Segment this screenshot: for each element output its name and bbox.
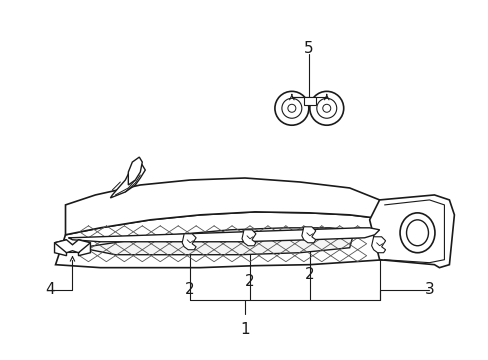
Polygon shape — [55, 240, 66, 256]
Polygon shape — [110, 160, 145, 198]
Text: 2: 2 — [185, 282, 195, 297]
Polygon shape — [65, 244, 80, 252]
Text: 3: 3 — [424, 282, 433, 297]
Text: 2: 2 — [305, 267, 314, 282]
Polygon shape — [56, 212, 404, 268]
Text: 2: 2 — [244, 274, 254, 289]
Polygon shape — [379, 200, 404, 255]
Text: 5: 5 — [304, 41, 313, 56]
Polygon shape — [78, 240, 90, 256]
Polygon shape — [65, 178, 399, 235]
Polygon shape — [55, 240, 90, 253]
Text: 1: 1 — [240, 322, 249, 337]
Polygon shape — [182, 234, 196, 250]
Polygon shape — [68, 228, 379, 242]
Polygon shape — [301, 227, 315, 243]
Polygon shape — [303, 97, 315, 105]
Polygon shape — [369, 195, 453, 268]
Polygon shape — [242, 230, 255, 246]
Polygon shape — [128, 157, 142, 185]
Polygon shape — [81, 228, 354, 255]
Polygon shape — [371, 237, 385, 253]
Text: 4: 4 — [46, 282, 55, 297]
